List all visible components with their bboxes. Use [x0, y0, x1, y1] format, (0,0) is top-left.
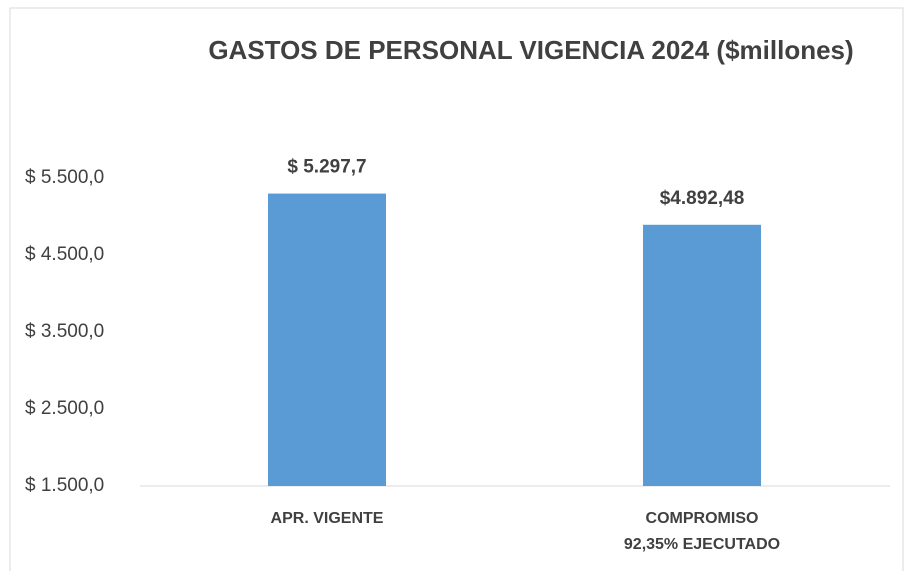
y-tick-label: $ 2.500,0 — [25, 398, 104, 419]
bar — [268, 193, 386, 487]
data-label: $ 5.297,7 — [287, 157, 366, 178]
x-tick-label: APR. VIGENTE — [270, 510, 384, 527]
y-tick-label: $ 3.500,0 — [25, 321, 104, 342]
chart-border — [9, 7, 904, 571]
y-tick-label: $ 4.500,0 — [25, 244, 104, 265]
x-tick-label: COMPROMISO 92,35% EJECUTADO — [623, 510, 781, 553]
data-label: $4.892,48 — [660, 188, 745, 209]
chart-title: GASTOS DE PERSONAL VIGENCIA 2024 ($millo… — [208, 35, 853, 65]
y-tick-label: $ 1.500,0 — [25, 475, 104, 496]
y-tick-label: $ 5.500,0 — [25, 167, 104, 188]
bar — [643, 224, 761, 486]
